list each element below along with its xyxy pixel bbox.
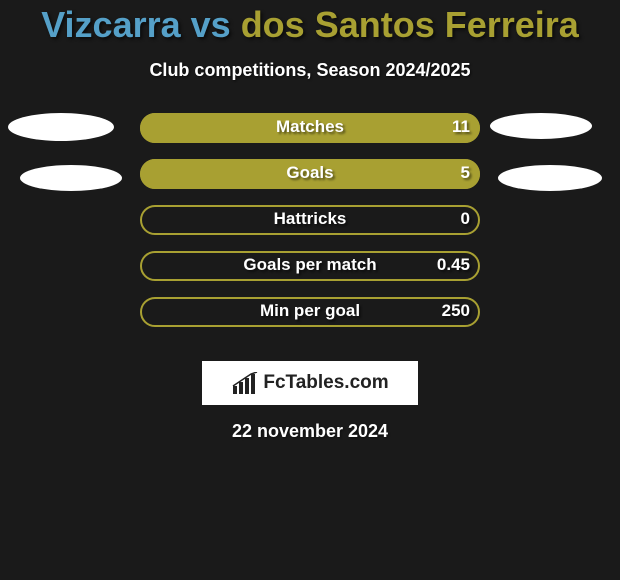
- bars-icon: [231, 372, 259, 394]
- title-player-b: dos Santos Ferreira: [241, 4, 579, 45]
- stat-value: 250: [442, 301, 470, 321]
- stat-label: Hattricks: [0, 209, 620, 229]
- stat-label: Goals per match: [0, 255, 620, 275]
- logo-box: FcTables.com: [202, 361, 418, 405]
- page-subtitle: Club competitions, Season 2024/2025: [0, 60, 620, 81]
- title-player-a: Vizcarra: [41, 4, 180, 45]
- stat-row: Hattricks0: [0, 205, 620, 251]
- stat-row: Goals5: [0, 159, 620, 205]
- date-line: 22 november 2024: [0, 421, 620, 442]
- page-title: Vizcarra vs dos Santos Ferreira: [0, 0, 620, 46]
- stat-label: Matches: [0, 117, 620, 137]
- stat-value: 0: [461, 209, 470, 229]
- stat-label: Min per goal: [0, 301, 620, 321]
- root: Vizcarra vs dos Santos Ferreira Club com…: [0, 0, 620, 442]
- stat-rows: Matches11Goals5Hattricks0Goals per match…: [0, 113, 620, 343]
- stat-value: 0.45: [437, 255, 470, 275]
- title-vs: vs: [181, 4, 241, 45]
- stat-row: Goals per match0.45: [0, 251, 620, 297]
- stat-label: Goals: [0, 163, 620, 183]
- stat-row: Min per goal250: [0, 297, 620, 343]
- stat-value: 11: [452, 117, 470, 137]
- logo-inner: FcTables.com: [231, 372, 388, 394]
- stat-value: 5: [461, 163, 470, 183]
- stat-row: Matches11: [0, 113, 620, 159]
- stats-area: Matches11Goals5Hattricks0Goals per match…: [0, 113, 620, 343]
- logo-text: FcTables.com: [263, 372, 388, 394]
